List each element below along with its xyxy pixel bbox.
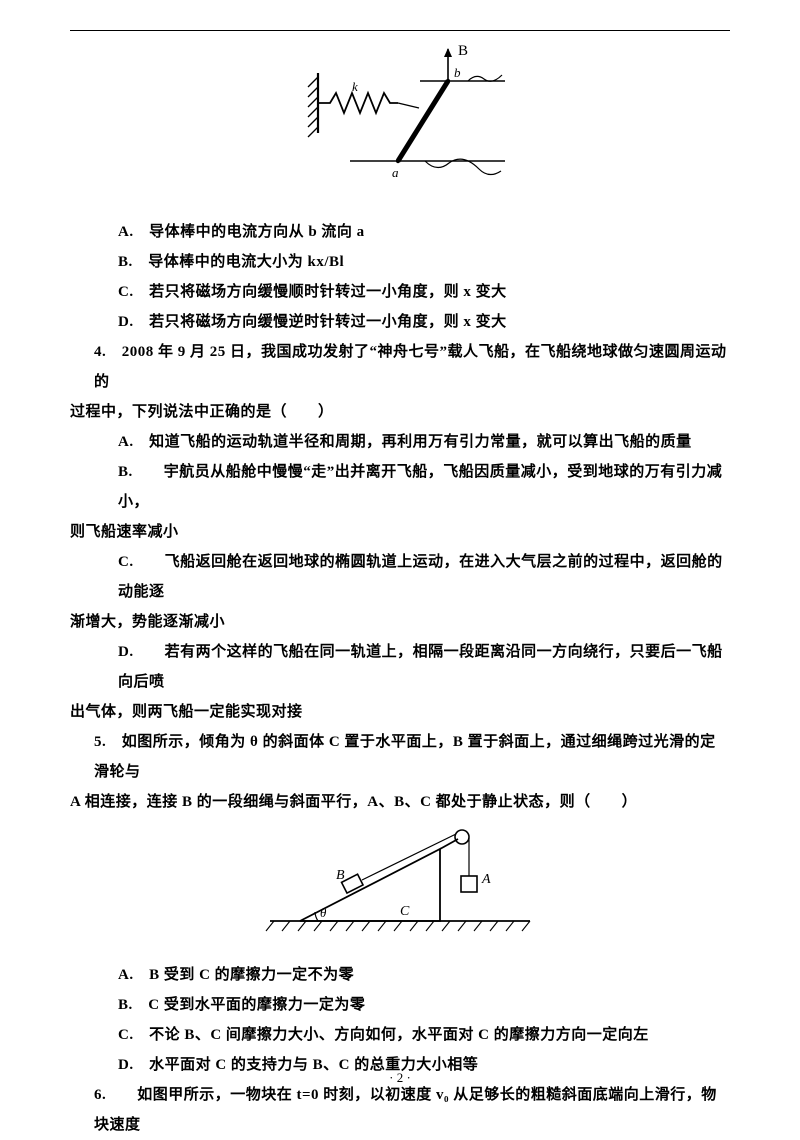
- q5-stem-line1: 5. 如图所示，倾角为 θ 的斜面体 C 置于水平面上，B 置于斜面上，通过细绳…: [94, 727, 730, 787]
- figure-q5: B A C θ: [70, 821, 730, 946]
- fig2-label-B: B: [336, 868, 345, 883]
- q3-option-A: A. 导体棒中的电流方向从 b 流向 a: [118, 217, 730, 247]
- q3-option-B: B. 导体棒中的电流大小为 kx/Bl: [118, 247, 730, 277]
- q5-stem-line2: A 相连接，连接 B 的一段细绳与斜面平行，A、B、C 都处于静止状态，则（ ）: [70, 787, 730, 817]
- q3-option-D: D. 若只将磁场方向缓慢逆时针转过一小角度，则 x 变大: [118, 307, 730, 337]
- fig2-label-A: A: [481, 872, 491, 887]
- q4-option-C-line1: C. 飞船返回舱在返回地球的椭圆轨道上运动，在进入大气层之前的过程中，返回舱的动…: [118, 547, 730, 607]
- q4-stem-line2: 过程中，下列说法中正确的是（ ）: [70, 397, 730, 427]
- q4-option-A: A. 知道飞船的运动轨道半径和周期，再利用万有引力常量，就可以算出飞船的质量: [118, 427, 730, 457]
- header-rule: [70, 30, 730, 31]
- q5-option-C: C. 不论 B、C 间摩擦力大小、方向如何，水平面对 C 的摩擦力方向一定向左: [118, 1020, 730, 1050]
- q5-option-A: A. B 受到 C 的摩擦力一定不为零: [118, 960, 730, 990]
- fig2-label-C: C: [400, 904, 410, 919]
- fig2-label-theta: θ: [320, 905, 327, 920]
- figure-q3: B b a k: [70, 43, 730, 203]
- fig1-label-B: B: [458, 43, 468, 59]
- q6-stem: 6. 如图甲所示，一物块在 t=0 时刻，以初速度 v₀ 从足够长的粗糙斜面底端…: [94, 1080, 730, 1140]
- q5-option-B: B. C 受到水平面的摩擦力一定为零: [118, 990, 730, 1020]
- q4-option-C-line2: 渐增大，势能逐渐减小: [70, 607, 730, 637]
- figure-q5-svg: B A C θ: [260, 821, 540, 941]
- q3-option-C: C. 若只将磁场方向缓慢顺时针转过一小角度，则 x 变大: [118, 277, 730, 307]
- fig1-label-k: k: [352, 79, 358, 94]
- q4-option-D-line2: 出气体，则两飞船一定能实现对接: [70, 697, 730, 727]
- figure-q3-svg: B b a k: [290, 43, 510, 198]
- q4-stem-line1: 4. 2008 年 9 月 25 日，我国成功发射了“神舟七号”载人飞船，在飞船…: [94, 337, 730, 397]
- fig1-label-a: a: [392, 165, 399, 180]
- page-number: · 2 ·: [0, 1070, 800, 1086]
- q4-option-D-line1: D. 若有两个这样的飞船在同一轨道上，相隔一段距离沿同一方向绕行，只要后一飞船向…: [118, 637, 730, 697]
- q4-option-B-line1: B. 宇航员从船舱中慢慢“走”出并离开飞船，飞船因质量减小，受到地球的万有引力减…: [118, 457, 730, 517]
- q4-option-B-line2: 则飞船速率减小: [70, 517, 730, 547]
- page: B b a k A. 导体棒中的电流方向从 b 流向 a B. 导体棒中的电流大…: [0, 0, 800, 1108]
- fig1-label-b: b: [454, 65, 461, 80]
